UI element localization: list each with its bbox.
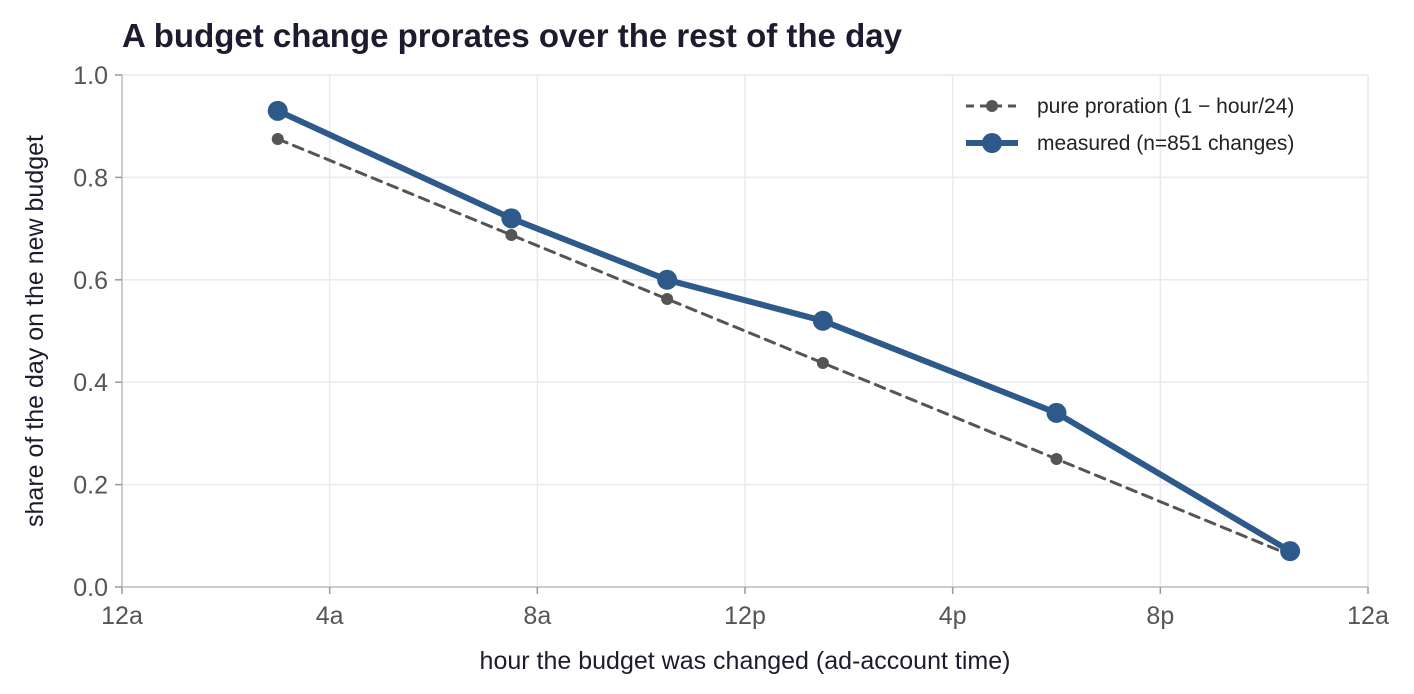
x-tick-label: 12p: [724, 602, 766, 630]
y-axis-label: share of the day on the new budget: [21, 135, 49, 527]
x-tick-label: 8a: [523, 602, 551, 630]
series-2-point: [501, 208, 522, 229]
series-line-2: [274, 107, 1294, 555]
legend-label-1: pure proration (1 − hour/24): [1037, 95, 1294, 118]
series-2-point: [657, 269, 678, 290]
y-tick-label: 0.8: [73, 164, 108, 192]
series-1-point: [505, 229, 518, 241]
series-2-point: [1046, 402, 1067, 423]
y-tick-label: 0.4: [73, 369, 108, 397]
series-2-point: [1280, 541, 1301, 562]
y-tick-label: 0.6: [73, 267, 108, 295]
legend-marker-2: [982, 133, 1002, 153]
series-line-1: [276, 137, 1292, 557]
legend: pure proration (1 − hour/24) measured (n=…: [966, 95, 1294, 155]
series-1-point: [816, 357, 829, 369]
legend-label-2: measured (n=851 changes): [1037, 132, 1294, 155]
plot-area: [267, 100, 1301, 562]
x-tick-label: 4p: [939, 602, 967, 630]
x-tick-label: 12a: [1347, 602, 1389, 630]
series-1-point: [661, 293, 674, 305]
legend-marker-1: [986, 100, 998, 112]
x-axis-label: hour the budget was changed (ad-account …: [480, 647, 1011, 675]
series-1-point: [1050, 453, 1063, 465]
series-2-point: [812, 310, 833, 331]
chart-title: A budget change prorates over the rest o…: [122, 17, 903, 54]
y-tick-label: 1.0: [73, 62, 108, 90]
y-tick-label: 0.2: [73, 472, 108, 500]
x-tick-label: 12a: [101, 602, 143, 630]
y-tick-label: 0.0: [73, 574, 108, 602]
series-2-point: [267, 100, 288, 121]
grid: [122, 74, 1369, 587]
series-1-point: [271, 133, 284, 145]
x-tick-label: 4a: [316, 602, 344, 630]
x-tick-label: 8p: [1146, 602, 1174, 630]
